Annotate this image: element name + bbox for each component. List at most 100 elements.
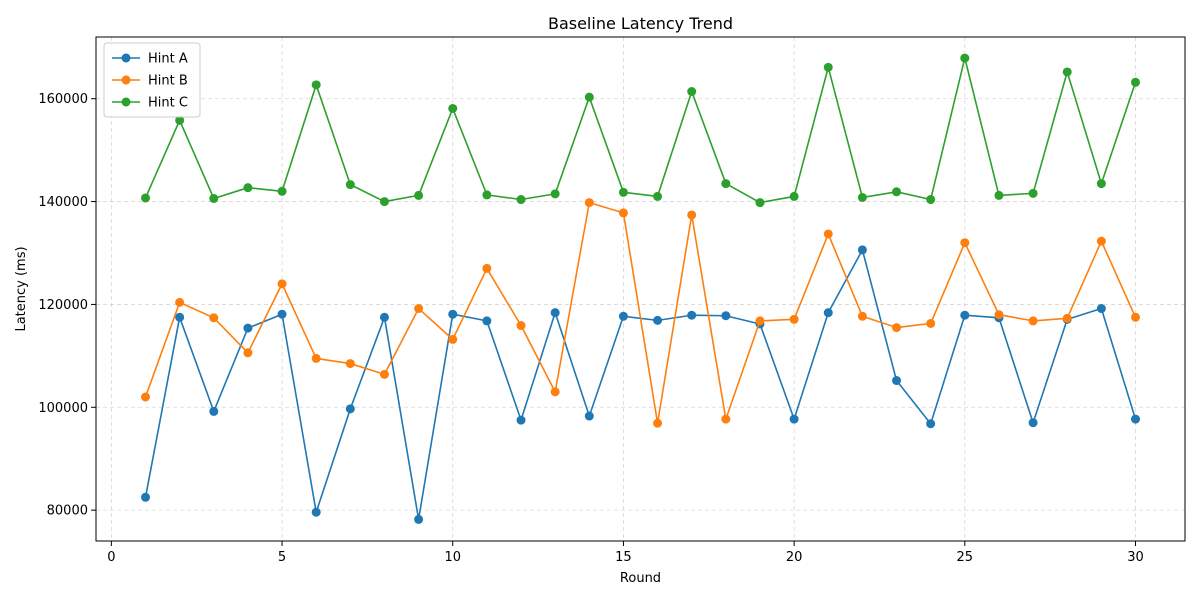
series-hint-b: [141, 198, 1140, 428]
legend-label: Hint A: [148, 52, 188, 67]
data-point: [1131, 312, 1140, 322]
data-point: [379, 312, 389, 322]
data-point: [1131, 77, 1140, 87]
data-point: [482, 190, 492, 200]
legend-marker: [121, 97, 131, 107]
data-point: [789, 314, 799, 324]
x-tick-label: 20: [786, 550, 803, 565]
data-point: [277, 186, 287, 196]
data-point: [414, 190, 424, 200]
y-tick-label: 120000: [38, 298, 88, 313]
data-point: [516, 195, 526, 205]
data-point: [857, 192, 867, 202]
legend-label: Hint C: [148, 96, 188, 111]
data-point: [1096, 236, 1106, 246]
data-point: [960, 53, 970, 63]
grid-lines: [96, 37, 1185, 541]
legend-marker: [121, 53, 131, 63]
data-point: [482, 316, 492, 326]
data-point: [209, 193, 219, 203]
data-point: [414, 514, 424, 524]
data-point: [755, 198, 765, 208]
series-line: [144, 201, 1137, 425]
data-point: [345, 180, 355, 190]
data-point: [1096, 304, 1106, 314]
series-layer: [141, 53, 1140, 524]
legend-item: Hint B: [112, 74, 188, 89]
data-point: [379, 369, 389, 379]
legend-marker: [121, 75, 131, 85]
legend: Hint A Hint B Hint C: [103, 42, 201, 118]
y-axis-label: Latency (ms): [14, 246, 29, 331]
data-point: [345, 404, 355, 414]
series-line: [144, 57, 1137, 204]
data-point: [823, 62, 833, 72]
data-point: [1131, 414, 1140, 424]
data-point: [653, 315, 663, 325]
data-point: [618, 311, 628, 321]
data-point: [209, 406, 219, 416]
data-point: [448, 103, 458, 113]
data-point: [721, 414, 731, 424]
data-point: [1028, 418, 1038, 428]
data-point: [379, 197, 389, 207]
y-tick-label: 100000: [38, 401, 88, 416]
data-point: [141, 492, 150, 502]
data-point: [857, 311, 867, 321]
data-point: [1096, 179, 1106, 189]
data-point: [1062, 313, 1072, 323]
data-point: [857, 245, 867, 255]
data-point: [926, 419, 936, 429]
data-point: [243, 183, 253, 193]
data-point: [550, 308, 560, 318]
data-point: [994, 310, 1004, 320]
data-point: [448, 334, 458, 344]
data-point: [345, 359, 355, 369]
data-point: [516, 415, 526, 425]
y-tick-label: 140000: [38, 195, 88, 210]
data-point: [141, 193, 150, 203]
legend-label: Hint B: [148, 74, 188, 89]
data-point: [926, 318, 936, 328]
data-point: [687, 210, 697, 220]
data-point: [892, 376, 902, 386]
data-point: [311, 507, 321, 517]
data-point: [209, 313, 219, 323]
data-point: [175, 312, 185, 322]
y-tick-label: 80000: [47, 504, 88, 519]
data-point: [277, 279, 287, 289]
data-point: [175, 115, 185, 125]
x-tick-label: 0: [107, 550, 115, 565]
data-point: [482, 263, 492, 273]
x-tick-label: 10: [444, 550, 461, 565]
data-point: [994, 190, 1004, 200]
data-point: [789, 414, 799, 424]
data-point: [618, 208, 628, 218]
chart-title: Baseline Latency Trend: [548, 14, 733, 33]
data-point: [618, 187, 628, 197]
data-point: [892, 323, 902, 333]
data-point: [687, 87, 697, 97]
data-point: [721, 179, 731, 189]
x-tick-label: 25: [957, 550, 974, 565]
data-point: [653, 418, 663, 428]
data-point: [550, 387, 560, 397]
x-tick-label: 15: [615, 550, 632, 565]
legend-item: Hint A: [112, 52, 188, 67]
data-point: [243, 348, 253, 358]
plot-frame: [95, 36, 1186, 542]
data-point: [243, 323, 253, 333]
data-point: [926, 195, 936, 205]
data-point: [584, 92, 594, 102]
data-point: [414, 304, 424, 314]
data-point: [141, 392, 150, 402]
data-point: [175, 297, 185, 307]
data-point: [687, 310, 697, 320]
series-hint-c: [141, 53, 1140, 208]
data-point: [1062, 67, 1072, 77]
data-point: [755, 316, 765, 326]
y-axis-ticks: 80000 100000 120000 140000 160000: [38, 92, 96, 519]
data-point: [1028, 188, 1038, 198]
data-point: [584, 198, 594, 208]
